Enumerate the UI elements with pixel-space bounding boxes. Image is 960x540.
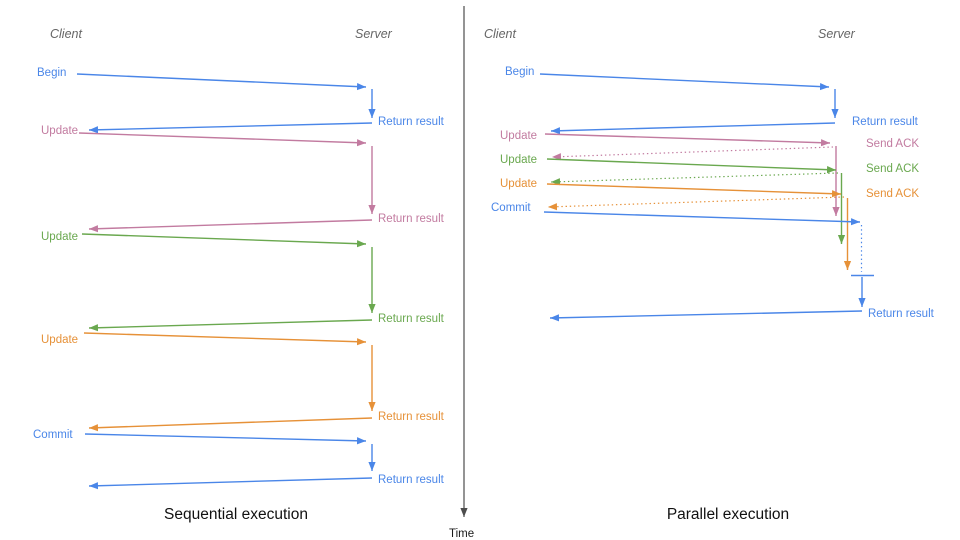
seq-update3-request-line <box>83 332 367 346</box>
par-commit-label: Commit <box>491 202 531 214</box>
par-commit-return-line <box>549 310 863 322</box>
par-begin-request-line <box>539 73 830 91</box>
par-begin-return-label: Return result <box>852 116 919 128</box>
seq-update1-label: Update <box>41 125 78 137</box>
parallel-caption: Parallel execution <box>667 506 789 523</box>
par-update2-label: Update <box>500 154 537 166</box>
par-update1-ack-line <box>551 146 834 161</box>
time-axis: Time <box>449 6 474 540</box>
par-update3-ack-line <box>547 196 845 211</box>
par-update3-request-line <box>546 183 842 198</box>
seq-step-update-1: Update Return result <box>41 125 445 233</box>
seq-update1-return-label: Return result <box>378 213 445 225</box>
seq-commit-return-line <box>88 477 373 490</box>
seq-begin-request-line <box>76 73 367 91</box>
seq-begin-return-line <box>88 122 373 134</box>
par-step-commit: Commit Return result <box>491 202 935 322</box>
seq-update2-label: Update <box>41 231 78 243</box>
time-axis-label: Time <box>449 528 474 540</box>
par-update3-ack-label: Send ACK <box>866 188 919 200</box>
par-update2-ack-label: Send ACK <box>866 163 919 175</box>
par-step-update-3: Update Send ACK <box>500 178 919 270</box>
par-step-update-1: Update Send ACK <box>500 130 919 216</box>
seq-step-begin: Begin Return result <box>37 67 445 134</box>
seq-client-header: Client <box>50 27 82 41</box>
seq-commit-request-line <box>84 433 367 445</box>
seq-update3-return-line <box>88 417 373 432</box>
seq-begin-return-label: Return result <box>378 116 445 128</box>
par-client-header: Client <box>484 27 516 41</box>
seq-begin-label: Begin <box>37 67 66 79</box>
par-update1-request-line <box>544 133 831 147</box>
seq-update2-return-label: Return result <box>378 313 445 325</box>
par-commit-request-line <box>543 211 861 226</box>
sequential-caption: Sequential execution <box>164 506 308 523</box>
seq-commit-label: Commit <box>33 429 73 441</box>
par-update3-label: Update <box>500 178 537 190</box>
par-begin-label: Begin <box>505 66 534 78</box>
sequential-diagram: Client Server Begin Return result Update… <box>33 27 445 523</box>
par-update1-ack-label: Send ACK <box>866 138 919 150</box>
seq-step-commit: Commit Return result <box>33 429 445 490</box>
par-step-update-2: Update Send ACK <box>500 154 919 244</box>
par-update1-label: Update <box>500 130 537 142</box>
seq-update2-request-line <box>81 233 367 248</box>
par-update2-request-line <box>546 158 837 174</box>
par-commit-return-label: Return result <box>868 308 935 320</box>
seq-update1-return-line <box>88 219 373 233</box>
seq-server-header: Server <box>355 27 393 41</box>
seq-update1-request-line <box>78 132 367 147</box>
seq-step-update-2: Update Return result <box>41 231 445 332</box>
seq-update3-return-label: Return result <box>378 411 445 423</box>
par-server-header: Server <box>818 27 856 41</box>
par-step-begin: Begin Return result <box>505 66 919 135</box>
parallel-diagram: Client Server Begin Return result Update… <box>484 27 935 523</box>
seq-update3-label: Update <box>41 334 78 346</box>
seq-commit-return-label: Return result <box>378 474 445 486</box>
seq-update2-return-line <box>88 319 373 332</box>
par-update2-ack-line <box>550 172 839 186</box>
seq-step-update-3: Update Return result <box>41 332 445 432</box>
par-begin-return-line <box>550 122 836 135</box>
